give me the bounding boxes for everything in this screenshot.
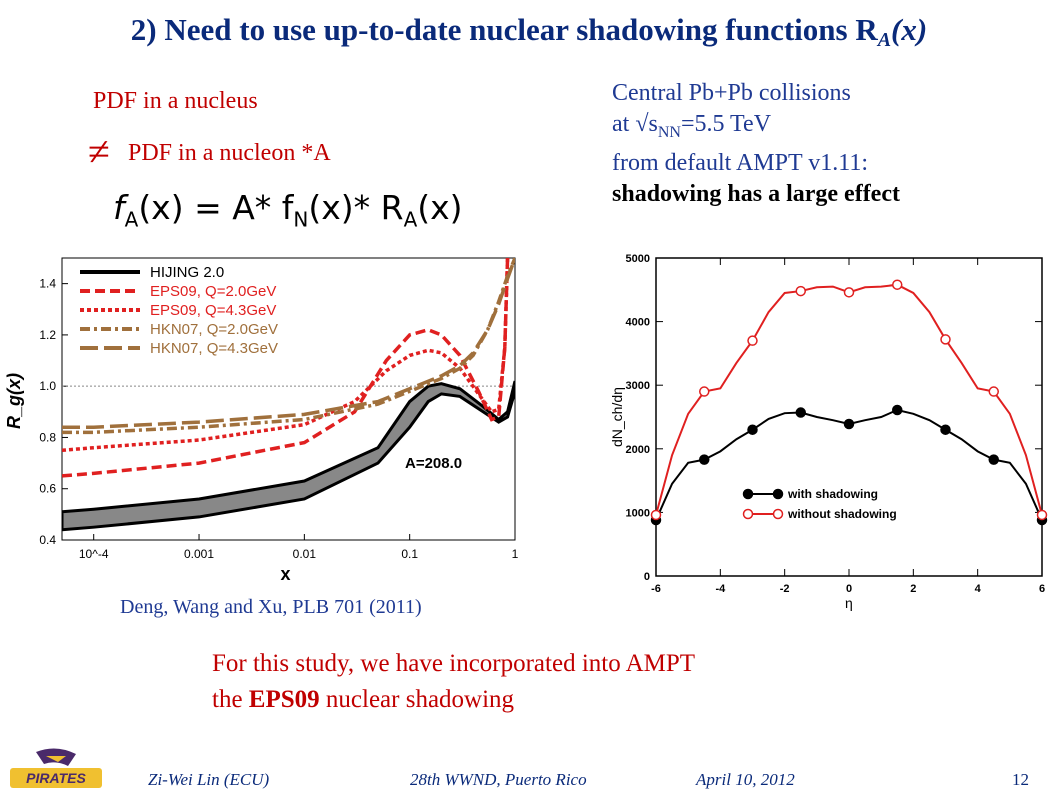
left-y-axis-label: R_g(x) xyxy=(4,373,24,429)
footer-date: April 10, 2012 xyxy=(696,770,795,789)
right-legend-marker xyxy=(742,488,754,500)
left-y-tick-label: 1.4 xyxy=(39,277,56,291)
right-y-tick-label: 1000 xyxy=(626,507,650,519)
right-series-marker-0 xyxy=(795,407,806,418)
right-legend-label: with shadowing xyxy=(787,487,878,501)
left-y-tick-label: 0.8 xyxy=(39,430,56,444)
pirates-logo: PIRATES xyxy=(10,748,102,788)
study-line-1: For this study, we have incorporated int… xyxy=(212,650,696,677)
logo-hat-trim xyxy=(46,756,66,762)
left-x-tick-label: 0.001 xyxy=(184,547,214,561)
right-legend-label: without shadowing xyxy=(787,507,897,521)
right-series-marker-0 xyxy=(699,454,710,465)
right-y-tick-label: 4000 xyxy=(626,317,650,329)
series-line-2 xyxy=(62,258,510,453)
logo-banner xyxy=(10,768,102,788)
study-line-2: the EPS09 nuclear shadowing xyxy=(212,686,515,713)
footer-conference: 28th WWND, Puerto Rico xyxy=(410,770,587,789)
series-line-4 xyxy=(62,258,515,429)
legend-label: EPS09, Q=4.3GeV xyxy=(150,302,276,319)
left-y-tick-label: 0.4 xyxy=(39,533,56,547)
central-line-3: from default AMPT v1.11: xyxy=(612,149,868,176)
right-y-axis-label: dN_ch/dη xyxy=(609,387,625,447)
right-series-marker-1 xyxy=(747,335,758,346)
right-series-marker-0 xyxy=(940,424,951,435)
right-series-marker-0 xyxy=(988,454,999,465)
right-series-marker-0 xyxy=(843,418,855,430)
right-legend-marker xyxy=(742,508,754,520)
legend-label: HKN07, Q=2.0GeV xyxy=(150,321,278,338)
central-line-1: Central Pb+Pb collisions xyxy=(612,80,851,106)
left-annotation: A=208.0 xyxy=(405,455,462,472)
central-line-4: shadowing has a large effect xyxy=(612,180,900,207)
legend-label: EPS09, Q=2.0GeV xyxy=(150,283,276,300)
left-x-tick-label: 0.01 xyxy=(293,547,317,561)
series-line-1 xyxy=(62,258,510,478)
right-series-marker-0 xyxy=(892,404,903,416)
right-x-axis-label: η xyxy=(845,595,853,611)
left-x-tick-label: 1 xyxy=(512,547,519,561)
right-x-tick-label: 2 xyxy=(910,583,916,595)
right-series-marker-1 xyxy=(988,386,999,397)
right-series-marker-1 xyxy=(650,509,662,521)
footer-page-number: 12 xyxy=(1012,770,1029,789)
pdf-nucleon-text: PDF in a nucleon *A xyxy=(128,140,331,166)
not-equal-symbol: ≠ xyxy=(88,129,110,174)
right-series-marker-1 xyxy=(843,287,855,298)
left-x-axis-label: x xyxy=(281,564,291,584)
legend-label: HKN07, Q=4.3GeV xyxy=(150,340,278,357)
left-x-tick-label: 0.1 xyxy=(401,547,418,561)
right-x-tick-label: 0 xyxy=(846,583,852,595)
pdf-nucleus-text: PDF in a nucleus xyxy=(93,88,258,114)
left-series-group xyxy=(62,258,515,532)
shadowing-formula: fA(x) = A* fN(x)* RA(x) xyxy=(113,188,463,232)
right-y-tick-label: 0 xyxy=(644,571,650,583)
right-legend-marker xyxy=(772,488,784,500)
right-x-tick-label: 6 xyxy=(1039,583,1045,595)
right-y-tick-label: 2000 xyxy=(626,444,650,456)
right-x-tick-label: -4 xyxy=(715,583,726,595)
rg-shadowing-chart: 0.4 0.6 0.8 1.0 1.2 1.4 10^-4 0.001 0.01 0.1 1 x R_g… xyxy=(4,257,519,584)
right-series-marker-1 xyxy=(940,334,951,345)
right-x-tick-label: -6 xyxy=(651,583,661,595)
collision-description: Central Pb+Pb collisions at √sNN=5.5 TeV… xyxy=(612,78,900,210)
footer: Zi-Wei Lin (ECU) 28th WWND, Puerto Rico … xyxy=(0,770,1058,794)
right-series-marker-1 xyxy=(795,285,806,297)
left-y-tick-label: 1.0 xyxy=(39,379,56,393)
right-series-marker-1 xyxy=(699,386,710,397)
series-hijing-band xyxy=(62,380,515,532)
legend-label: HIJING 2.0 xyxy=(150,264,224,281)
central-line-2: at √sNN=5.5 TeV xyxy=(612,111,772,141)
right-series-marker-1 xyxy=(892,279,903,290)
right-x-tick-label: -2 xyxy=(780,583,790,595)
right-y-tick-label: 5000 xyxy=(626,253,650,265)
right-series-marker-1 xyxy=(1036,509,1048,521)
logo-text: PIRATES xyxy=(26,770,86,786)
slide-title: 2) Need to use up-to-date nuclear shadow… xyxy=(130,12,928,51)
footer-author: Zi-Wei Lin (ECU) xyxy=(148,770,270,789)
left-x-tick-label: 10^-4 xyxy=(79,547,109,561)
left-y-tick-label: 1.2 xyxy=(39,328,56,342)
right-legend-marker xyxy=(772,508,784,520)
right-plot-frame xyxy=(655,257,1043,577)
right-x-tick-label: 4 xyxy=(975,583,982,595)
study-statement: For this study, we have incorporated int… xyxy=(212,646,695,718)
left-y-tick-label: 0.6 xyxy=(39,482,56,496)
right-series-marker-0 xyxy=(747,424,758,435)
citation: Deng, Wang and Xu, PLB 701 (2011) xyxy=(120,596,422,618)
right-y-tick-label: 3000 xyxy=(626,380,650,392)
dndeta-chart: 0 1000 2000 3000 4000 5000 -6 -4 -2 0 2 4 6 η dN_ch/dη… xyxy=(609,253,1048,611)
